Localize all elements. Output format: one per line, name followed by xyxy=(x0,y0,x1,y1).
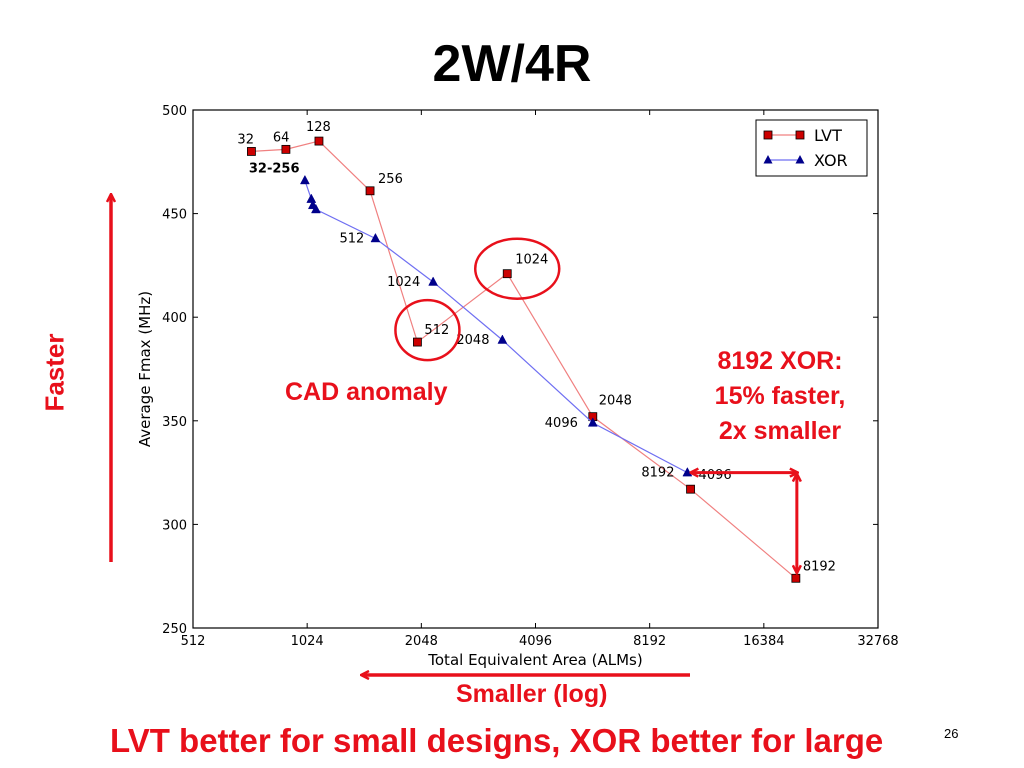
lvt-point-marker xyxy=(791,573,801,583)
lvt-point-label: 32 xyxy=(237,132,254,147)
xor-point-label: 8192 xyxy=(641,466,674,481)
y-axis-label: Average Fmax (MHz) xyxy=(136,291,154,447)
x-tick-label: 2048 xyxy=(405,634,438,649)
legend-xor-marker xyxy=(763,155,773,164)
lvt-point-label: 256 xyxy=(378,172,403,187)
xor-note-line-3: 2x smaller xyxy=(718,417,842,445)
lvt-point-marker xyxy=(314,136,324,146)
lvt-point-label: 4096 xyxy=(699,468,732,483)
lvt-point-label: 512 xyxy=(424,323,449,338)
x-tick-label: 8192 xyxy=(633,634,666,649)
faster-label: Faster xyxy=(39,333,70,412)
xor-point-label: 1024 xyxy=(387,275,420,290)
x-tick-label: 1024 xyxy=(291,634,324,649)
xor-point-marker xyxy=(587,417,598,427)
lvt-point-label: 8192 xyxy=(803,559,836,574)
xor-point-marker xyxy=(370,232,381,243)
xor-point-marker xyxy=(682,467,693,477)
lvt-point-label: 1024 xyxy=(515,253,548,268)
xor-point-label: 4096 xyxy=(545,416,578,431)
xor-point-marker xyxy=(306,193,317,203)
xor-point-marker xyxy=(311,203,321,214)
y-tick-label: 250 xyxy=(162,622,187,637)
lvt-point-marker xyxy=(686,484,695,494)
lvt-point-marker xyxy=(281,144,291,154)
y-tick-label: 350 xyxy=(162,415,187,430)
legend-xor-label: XOR xyxy=(814,151,848,170)
legend-lvt-marker xyxy=(795,130,805,140)
legend-box xyxy=(755,119,868,177)
x-tick-label: 16384 xyxy=(743,634,784,649)
x-tick-label: 4096 xyxy=(519,634,552,649)
x-axis-label: Total Equivalent Area (ALMs) xyxy=(427,651,642,669)
smaller-label: Smaller (log) xyxy=(456,680,608,708)
legend-lvt-label: LVT xyxy=(814,126,842,145)
y-tick-label: 300 xyxy=(162,518,187,533)
xor-note-line-1: 8192 XOR: xyxy=(717,347,843,375)
cad-anomaly-circle-1024 xyxy=(473,237,561,300)
lvt-point-label: 128 xyxy=(306,120,331,135)
xor-point-label: 32-256 xyxy=(249,161,300,176)
y-tick-label: 450 xyxy=(162,208,187,223)
legend-xor-marker xyxy=(795,155,805,164)
y-tick-label: 500 xyxy=(162,104,187,119)
cad-anomaly-circle-512 xyxy=(394,298,461,362)
x-tick-label: 512 xyxy=(181,634,206,649)
xor-point-marker xyxy=(428,276,439,286)
xor-point-label: 512 xyxy=(339,231,364,246)
cad-anomaly-label: CAD anomaly xyxy=(285,378,448,406)
lvt-point-label: 2048 xyxy=(599,394,632,409)
xor-point-label: 2048 xyxy=(456,333,489,348)
legend-lvt-marker xyxy=(763,130,773,140)
lvt-point-label: 64 xyxy=(273,130,290,145)
xor-point-marker xyxy=(299,174,310,185)
y-tick-label: 400 xyxy=(162,311,187,326)
slide-number: 26 xyxy=(944,726,959,741)
lvt-point-marker xyxy=(247,147,256,156)
xor-point-marker xyxy=(497,334,508,344)
lvt-point-marker xyxy=(365,186,375,196)
xor-series-line xyxy=(304,180,688,474)
slide-title: 2W/4R xyxy=(432,35,592,93)
x-tick-label: 32768 xyxy=(857,634,898,649)
lvt-point-marker xyxy=(413,337,422,347)
conclusion-text: LVT better for small designs, XOR better… xyxy=(110,722,884,759)
xor-note-line-2: 15% faster, xyxy=(714,382,846,410)
lvt-point-marker xyxy=(502,269,512,279)
xor-note: 8192 XOR: 15% faster, 2x smaller xyxy=(690,344,870,449)
